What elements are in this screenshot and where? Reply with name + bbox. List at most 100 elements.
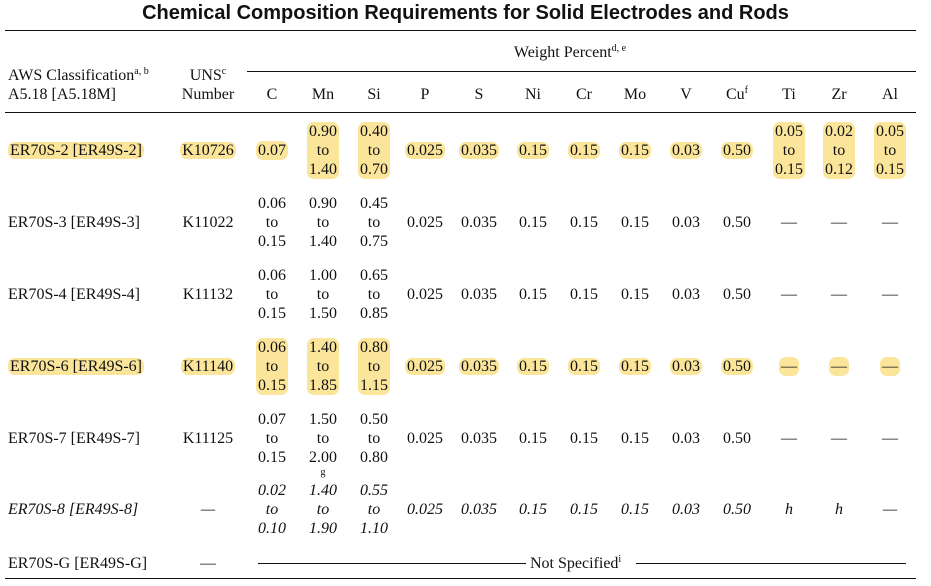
value-cell-cu: 0.50 bbox=[723, 286, 751, 303]
aws-cell-er70s-8: ER70S-8 [ER49S-8] bbox=[8, 501, 139, 518]
value-cell-al: — bbox=[882, 501, 898, 518]
value-cell-al: — bbox=[882, 286, 898, 303]
column-header-s: S bbox=[474, 86, 484, 103]
value-cell-cr: 0.15 bbox=[568, 358, 600, 375]
bottom-rule bbox=[5, 578, 916, 579]
value-cell-s: 0.035 bbox=[461, 501, 497, 518]
value-cell-p: 0.025 bbox=[405, 142, 445, 159]
value-cell-mn: 1.50 to 2.00 g bbox=[309, 411, 337, 478]
value-cell-al: 0.05 to 0.15 bbox=[874, 122, 906, 179]
value-cell-si: 0.55 to 1.10 bbox=[360, 482, 388, 537]
value-cell-cr: 0.15 bbox=[570, 214, 598, 231]
column-header-si: Si bbox=[367, 86, 381, 103]
value-cell-c: 0.07 bbox=[256, 141, 288, 160]
value-cell-mn: 1.40 to 1.85 bbox=[307, 338, 339, 395]
value-cell-zr: — bbox=[831, 286, 847, 303]
value-cell-mo: 0.15 bbox=[621, 214, 649, 231]
value-cell-mo: 0.15 bbox=[621, 501, 649, 518]
uns-cell-er70s-3: K11022 bbox=[182, 214, 234, 231]
value-cell-v: 0.03 bbox=[672, 430, 700, 447]
value-cell-cu: 0.50 bbox=[721, 358, 753, 375]
value-cell-mo: 0.15 bbox=[619, 142, 651, 159]
value-cell-p: 0.025 bbox=[405, 358, 445, 375]
aws-classification-header: AWS Classificationa, b A5.18 [A5.18M] bbox=[8, 66, 149, 104]
uns-cell-er70s-4: K11132 bbox=[182, 286, 234, 303]
value-cell-c: 0.02 to 0.10 bbox=[258, 482, 286, 537]
value-cell-ti: — bbox=[781, 286, 797, 303]
not-specified-right-line bbox=[636, 563, 906, 564]
value-cell-ti: — bbox=[781, 214, 797, 231]
uns-cell-er70s-2: K10726 bbox=[180, 142, 236, 159]
column-header-cu: Cuf bbox=[725, 85, 748, 104]
aws-cell-er70s-2: ER70S-2 [ER49S-2] bbox=[8, 142, 144, 159]
value-cell-zr: — bbox=[829, 357, 849, 376]
aws-cell-er70s-7: ER70S-7 [ER49S-7] bbox=[8, 430, 140, 447]
weight-percent-header: Weight Percentd, e bbox=[513, 43, 627, 62]
value-cell-ti: 0.05 to 0.15 bbox=[773, 122, 805, 179]
value-cell-cu: 0.50 bbox=[723, 214, 751, 231]
value-cell-si: 0.40 to 0.70 bbox=[358, 122, 390, 179]
value-cell-v: 0.03 bbox=[672, 286, 700, 303]
value-cell-ni: 0.15 bbox=[517, 142, 549, 159]
value-cell-al: — bbox=[882, 214, 898, 231]
value-cell-v: 0.03 bbox=[670, 142, 702, 159]
uns-number-header: UNSc Number bbox=[181, 66, 235, 104]
value-cell-v: 0.03 bbox=[672, 501, 700, 518]
value-cell-mn: 1.40 to 1.90 bbox=[309, 482, 337, 537]
value-cell-cu: 0.50 bbox=[723, 430, 751, 447]
column-header-p: P bbox=[420, 86, 430, 103]
weight-percent-rule bbox=[247, 71, 916, 72]
value-cell-mn: 0.90 to 1.40 bbox=[309, 195, 337, 250]
value-cell-p: 0.025 bbox=[407, 501, 443, 518]
value-cell-ni: 0.15 bbox=[519, 286, 547, 303]
value-cell-ti: h bbox=[785, 501, 793, 518]
column-header-ni: Ni bbox=[525, 86, 541, 103]
aws-cell-er70s-6: ER70S-6 [ER49S-6] bbox=[8, 358, 144, 375]
uns-cell-er70s-6: K11140 bbox=[180, 358, 236, 375]
uns-cell-er70s-8: — bbox=[200, 501, 216, 518]
not-specified-left-line bbox=[258, 563, 526, 564]
column-header-c: C bbox=[266, 86, 278, 103]
value-cell-ti: — bbox=[781, 430, 797, 447]
aws-cell-er70s-g: ER70S-G [ER49S-G] bbox=[8, 555, 148, 572]
value-cell-cr: 0.15 bbox=[570, 430, 598, 447]
column-header-al: Al bbox=[882, 86, 898, 103]
value-cell-cu: 0.50 bbox=[721, 142, 753, 159]
value-cell-mo: 0.15 bbox=[621, 286, 649, 303]
value-cell-ni: 0.15 bbox=[519, 430, 547, 447]
value-cell-mn: 1.00 to 1.50 bbox=[309, 267, 337, 322]
not-specified-text: Not Specifiedi bbox=[530, 554, 622, 573]
uns-cell-er70s-7: K11125 bbox=[182, 430, 234, 447]
value-cell-c: 0.06 to 0.15 bbox=[256, 338, 288, 395]
value-cell-c: 0.06 to 0.15 bbox=[258, 195, 286, 250]
value-cell-p: 0.025 bbox=[407, 286, 443, 303]
value-cell-p: 0.025 bbox=[407, 214, 443, 231]
column-header-mn: Mn bbox=[311, 86, 335, 103]
value-cell-al: — bbox=[882, 430, 898, 447]
column-header-mo: Mo bbox=[623, 86, 647, 103]
column-header-cr: Cr bbox=[576, 86, 592, 103]
value-cell-p: 0.025 bbox=[407, 430, 443, 447]
column-header-ti: Ti bbox=[782, 86, 796, 103]
value-cell-mo: 0.15 bbox=[619, 358, 651, 375]
table-title: Chemical Composition Requirements for So… bbox=[142, 2, 789, 24]
value-cell-ti: — bbox=[779, 357, 799, 376]
value-cell-si: 0.80 to 1.15 bbox=[358, 338, 390, 395]
value-cell-cr: 0.15 bbox=[570, 286, 598, 303]
value-cell-ni: 0.15 bbox=[517, 358, 549, 375]
value-cell-s: 0.035 bbox=[459, 142, 499, 159]
value-cell-si: 0.50 to 0.80 bbox=[360, 411, 388, 466]
value-cell-s: 0.035 bbox=[461, 286, 497, 303]
value-cell-zr: 0.02 to 0.12 bbox=[823, 122, 855, 179]
value-cell-zr: — bbox=[831, 430, 847, 447]
value-cell-mo: 0.15 bbox=[621, 430, 649, 447]
column-header-v: V bbox=[680, 86, 692, 103]
value-cell-ni: 0.15 bbox=[519, 214, 547, 231]
value-cell-v: 0.03 bbox=[672, 214, 700, 231]
value-cell-ni: 0.15 bbox=[519, 501, 547, 518]
column-header-zr: Zr bbox=[831, 86, 847, 103]
value-cell-s: 0.035 bbox=[461, 430, 497, 447]
value-cell-s: 0.035 bbox=[459, 358, 499, 375]
value-cell-s: 0.035 bbox=[461, 214, 497, 231]
aws-cell-er70s-4: ER70S-4 [ER49S-4] bbox=[8, 286, 140, 303]
